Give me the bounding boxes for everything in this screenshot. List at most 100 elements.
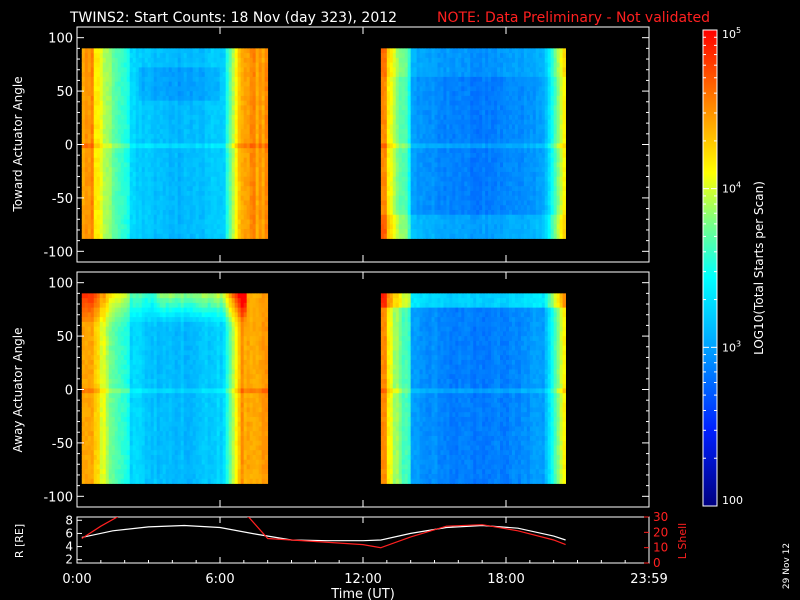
- heatmap-cell: [491, 143, 494, 148]
- heatmap-cell: [393, 148, 396, 153]
- heatmap-cell: [524, 139, 527, 144]
- heatmap-cell: [446, 105, 449, 110]
- heatmap-cell: [557, 110, 560, 115]
- heatmap-cell: [446, 67, 449, 72]
- heatmap-cell: [244, 234, 247, 239]
- heatmap-cell: [160, 63, 163, 68]
- heatmap-cell: [157, 96, 160, 101]
- heatmap-cell: [97, 139, 100, 144]
- heatmap-cell: [100, 186, 103, 191]
- heatmap-cell: [94, 148, 97, 153]
- heatmap-cell: [166, 129, 169, 134]
- heatmap-cell: [172, 234, 175, 239]
- heatmap-cell: [238, 215, 241, 220]
- heatmap-cell: [238, 86, 241, 91]
- heatmap-cell: [193, 177, 196, 182]
- heatmap-cell: [545, 143, 548, 148]
- heatmap-cell: [551, 134, 554, 139]
- heatmap-cell: [172, 120, 175, 125]
- heatmap-cell: [184, 167, 187, 172]
- heatmap-cell: [485, 63, 488, 68]
- heatmap-cell: [247, 148, 250, 153]
- heatmap-cell: [405, 181, 408, 186]
- heatmap-cell: [440, 139, 443, 144]
- heatmap-cell: [476, 224, 479, 229]
- heatmap-cell: [545, 158, 548, 163]
- heatmap-cell: [545, 186, 548, 191]
- heatmap-cell: [506, 53, 509, 58]
- heatmap-cell: [265, 158, 268, 163]
- heatmap-cell: [443, 82, 446, 87]
- heatmap-cell: [115, 101, 118, 106]
- heatmap-cell: [187, 153, 190, 158]
- heatmap-cell: [136, 53, 139, 58]
- heatmap-cell: [88, 210, 91, 215]
- heatmap-cell: [262, 177, 265, 182]
- heatmap-cell: [390, 177, 393, 182]
- heatmap-cell: [121, 105, 124, 110]
- heatmap-cell: [223, 181, 226, 186]
- heatmap-cell: [217, 167, 220, 172]
- heatmap-cell: [220, 139, 223, 144]
- heatmap-cell: [449, 53, 452, 58]
- heatmap-cell: [256, 181, 259, 186]
- heatmap-cell: [97, 167, 100, 172]
- heatmap-cell: [178, 162, 181, 167]
- heatmap-cell: [512, 58, 515, 63]
- heatmap-cell: [399, 158, 402, 163]
- heatmap-cell: [467, 96, 470, 101]
- heatmap-cell: [533, 158, 536, 163]
- heatmap-cell: [253, 105, 256, 110]
- heatmap-cell: [485, 153, 488, 158]
- heatmap-cell: [512, 181, 515, 186]
- heatmap-cell: [461, 96, 464, 101]
- heatmap-cell: [458, 181, 461, 186]
- heatmap-cell: [402, 143, 405, 148]
- heatmap-cell: [82, 105, 85, 110]
- heatmap-cell: [479, 139, 482, 144]
- heatmap-cell: [452, 67, 455, 72]
- heatmap-cell: [387, 172, 390, 177]
- heatmap-cell: [423, 48, 426, 53]
- heatmap-cell: [405, 143, 408, 148]
- heatmap-cell: [181, 72, 184, 77]
- heatmap-cell: [497, 148, 500, 153]
- heatmap-cell: [402, 48, 405, 53]
- heatmap-cell: [94, 58, 97, 63]
- heatmap-cell: [545, 162, 548, 167]
- heatmap-cell: [169, 96, 172, 101]
- heatmap-cell: [429, 148, 432, 153]
- heatmap-cell: [130, 158, 133, 163]
- heatmap-cell: [103, 210, 106, 215]
- heatmap-cell: [449, 200, 452, 205]
- heatmap-cell: [217, 177, 220, 182]
- heatmap-cell: [247, 200, 250, 205]
- heatmap-cell: [458, 82, 461, 87]
- heatmap-cell: [130, 48, 133, 53]
- heatmap-cell: [506, 58, 509, 63]
- heatmap-cell: [512, 134, 515, 139]
- heatmap-cell: [402, 148, 405, 153]
- heatmap-cell: [172, 181, 175, 186]
- heatmap-cell: [172, 177, 175, 182]
- heatmap-cell: [265, 196, 268, 201]
- heatmap-cell: [220, 96, 223, 101]
- heatmap-cell: [130, 105, 133, 110]
- heatmap-cell: [238, 158, 241, 163]
- heatmap-cell: [491, 200, 494, 205]
- heatmap-cell: [396, 172, 399, 177]
- heatmap-cell: [250, 129, 253, 134]
- heatmap-cell: [181, 96, 184, 101]
- heatmap-cell: [118, 186, 121, 191]
- heatmap-cell: [133, 91, 136, 96]
- heatmap-cell: [178, 101, 181, 106]
- heatmap-cell: [115, 167, 118, 172]
- heatmap-cell: [238, 167, 241, 172]
- heatmap-cell: [452, 72, 455, 77]
- heatmap-cell: [139, 205, 142, 210]
- heatmap-cell: [181, 77, 184, 82]
- heatmap-cell: [226, 215, 229, 220]
- heatmap-cell: [133, 115, 136, 120]
- heatmap-cell: [109, 48, 112, 53]
- heatmap-cell: [551, 200, 554, 205]
